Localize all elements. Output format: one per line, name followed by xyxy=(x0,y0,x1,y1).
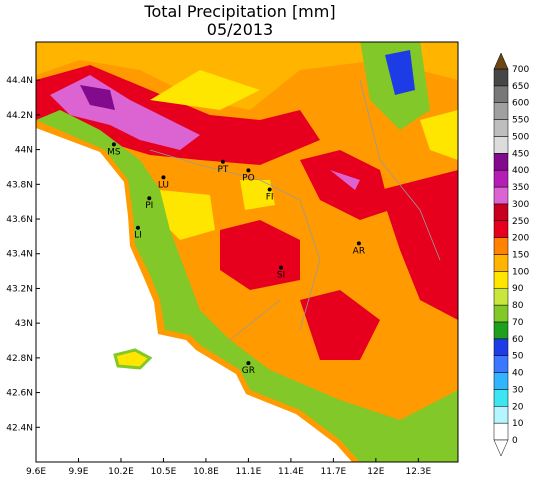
colorbar-box xyxy=(493,254,509,272)
colorbar-label: 700 xyxy=(512,65,529,75)
colorbar-box xyxy=(493,85,509,103)
colorbar-box xyxy=(493,338,509,356)
colorbar-box xyxy=(493,102,509,120)
colorbar-under xyxy=(493,439,509,457)
colorbar-box xyxy=(493,406,509,424)
colorbar-label: 20 xyxy=(512,402,524,412)
colorbar-box xyxy=(493,203,509,222)
city-marker xyxy=(135,225,140,230)
colorbar-box xyxy=(493,372,509,390)
city-marker xyxy=(161,175,166,180)
city-label: SI xyxy=(277,271,285,281)
x-tick-label: 11.4E xyxy=(278,467,304,477)
colorbar-box xyxy=(493,119,509,137)
colorbar-box xyxy=(493,422,509,441)
city-label: GR xyxy=(242,366,255,376)
city-marker xyxy=(278,265,283,270)
colorbar-label: 80 xyxy=(512,301,524,311)
city-label: LU xyxy=(158,180,169,190)
colorbar-label: 550 xyxy=(512,116,529,126)
colorbar-label: 250 xyxy=(512,217,529,227)
colorbar-label: 60 xyxy=(512,335,524,345)
colorbar-box xyxy=(493,136,509,154)
colorbar-label: 200 xyxy=(512,234,529,244)
x-tick-label: 9.9E xyxy=(68,467,88,477)
x-tick-label: 10.8E xyxy=(193,467,219,477)
colorbar-label: 100 xyxy=(512,267,529,277)
colorbar-box xyxy=(493,304,509,323)
colorbar-box xyxy=(493,186,509,205)
x-tick-label: 12E xyxy=(367,467,384,477)
x-tick-label: 11.1E xyxy=(236,467,262,477)
title: Total Precipitation [mm] xyxy=(143,2,335,21)
colorbar-label: 500 xyxy=(512,132,529,142)
colorbar-label: 10 xyxy=(512,419,524,429)
y-tick-label: 43.8N xyxy=(6,180,33,190)
city-label: PT xyxy=(217,165,228,175)
y-tick-label: 42.6N xyxy=(6,389,33,399)
colorbar-box xyxy=(493,389,509,407)
city-marker xyxy=(220,159,225,164)
city-marker xyxy=(147,196,152,201)
y-tick-label: 42.8N xyxy=(6,354,33,364)
colorbar-box xyxy=(493,237,509,255)
precip-field xyxy=(36,42,458,462)
colorbar-label: 30 xyxy=(512,385,524,395)
subtitle: 05/2013 xyxy=(207,20,273,39)
y-tick-label: 43N xyxy=(15,319,33,329)
colorbar-label: 600 xyxy=(512,99,529,109)
colorbar-label: 0 xyxy=(512,436,518,446)
city-label: MS xyxy=(107,147,121,157)
y-tick-label: 43.4N xyxy=(6,250,33,260)
colorbar-label: 350 xyxy=(512,183,529,193)
y-tick-label: 44.2N xyxy=(6,111,33,121)
colorbar-label: 400 xyxy=(512,166,529,176)
colorbar-box xyxy=(493,355,509,373)
city-marker xyxy=(356,241,361,246)
colorbar-box xyxy=(493,68,509,87)
colorbar-box xyxy=(493,287,509,306)
x-tick-label: 9.6E xyxy=(26,467,46,477)
y-tick-label: 44N xyxy=(15,146,33,156)
y-tick-label: 43.2N xyxy=(6,284,33,294)
colorbar-box xyxy=(493,169,509,188)
colorbar-label: 450 xyxy=(512,149,529,159)
y-tick-label: 43.6N xyxy=(6,215,33,225)
x-tick-label: 10.5E xyxy=(151,467,177,477)
colorbar-label: 90 xyxy=(512,284,524,294)
colorbar-label: 40 xyxy=(512,369,524,379)
city-label: LI xyxy=(134,231,142,241)
city-marker xyxy=(111,142,116,147)
colorbar-label: 650 xyxy=(512,82,529,92)
colorbar-over xyxy=(493,52,509,70)
colorbar-label: 50 xyxy=(512,352,524,362)
city-marker xyxy=(246,168,251,173)
city-label: AR xyxy=(353,246,365,256)
x-tick-label: 11.7E xyxy=(321,467,347,477)
colorbar-label: 70 xyxy=(512,318,524,328)
x-tick-label: 12.3E xyxy=(405,467,431,477)
city-marker xyxy=(267,187,272,192)
city-label: FI xyxy=(266,193,274,203)
y-tick-label: 44.4N xyxy=(6,76,33,86)
city-label: PO xyxy=(242,173,255,183)
colorbar-box xyxy=(493,220,509,238)
colorbar-box xyxy=(493,271,509,289)
city-marker xyxy=(246,361,251,366)
colorbar-label: 150 xyxy=(512,251,529,261)
colorbar-box xyxy=(493,153,509,171)
y-tick-label: 42.4N xyxy=(6,423,33,433)
map-frame xyxy=(35,41,459,463)
colorbar-label: 300 xyxy=(512,200,529,210)
x-tick-label: 10.2E xyxy=(108,467,134,477)
city-label: PI xyxy=(145,201,153,211)
colorbar-box xyxy=(493,321,509,340)
